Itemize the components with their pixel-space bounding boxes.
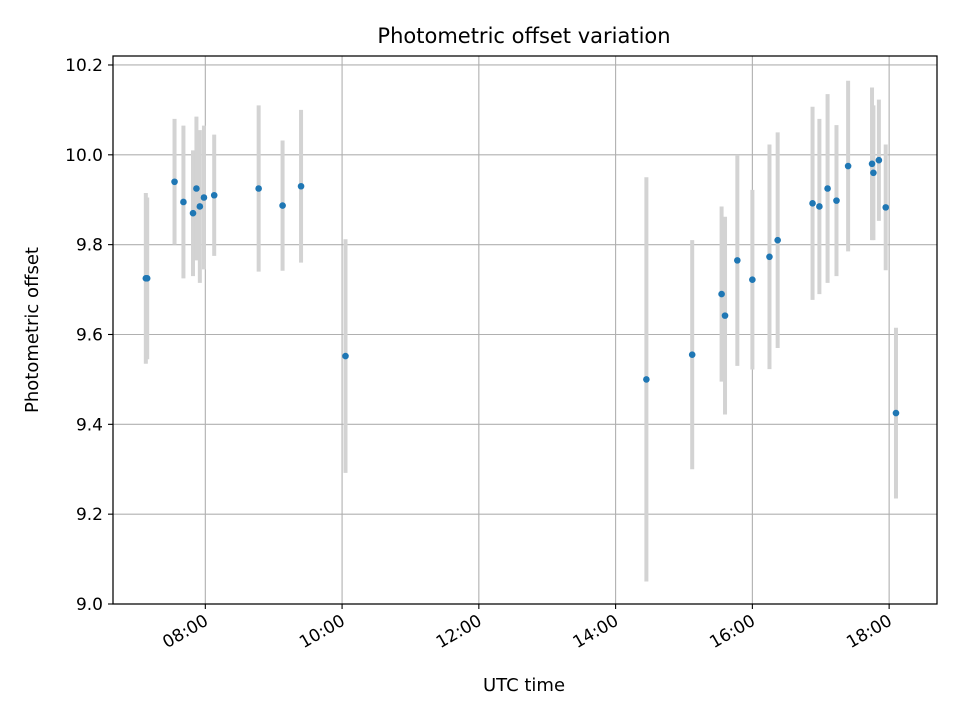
y-tick-label: 9.4 <box>76 415 103 435</box>
data-point <box>210 191 218 199</box>
data-point <box>774 236 781 244</box>
data-point <box>255 185 262 192</box>
data-point <box>279 202 286 209</box>
data-point <box>171 178 178 186</box>
data-point <box>342 352 349 360</box>
data-point <box>870 169 877 177</box>
y-tick-label: 10.0 <box>65 146 103 166</box>
data-point <box>200 194 208 201</box>
data-point <box>824 185 831 192</box>
plot-frame <box>112 55 938 605</box>
data-point <box>721 312 729 319</box>
data-point <box>193 185 200 192</box>
data-point <box>688 351 696 359</box>
data-point <box>189 209 197 217</box>
data-point <box>809 200 816 207</box>
data-point <box>892 409 900 417</box>
data-point <box>734 257 741 264</box>
data-point <box>643 376 650 383</box>
x-axis-label: UTC time <box>483 675 565 696</box>
y-tick-label: 9.6 <box>76 325 103 345</box>
y-tick-label: 9.2 <box>76 505 103 525</box>
grid <box>113 56 937 605</box>
axis-ticks: 08:00 10:00 12:00 14:00 16:00 18:009.09.29.49… <box>65 56 895 653</box>
y-tick-label: 9.8 <box>76 236 103 256</box>
y-tick-label: 10.2 <box>65 56 103 76</box>
data-point <box>875 156 883 164</box>
y-tick-label: 9.0 <box>76 595 103 615</box>
data-point <box>297 182 305 190</box>
data-point <box>844 162 852 170</box>
data-point <box>718 290 725 298</box>
data-point <box>196 203 204 210</box>
data-point <box>816 203 823 210</box>
y-axis-label: Photometric offset <box>22 247 43 413</box>
data-points <box>142 156 900 417</box>
data-point <box>766 253 773 261</box>
data-point <box>180 198 187 206</box>
data-point <box>749 276 756 283</box>
data-point <box>868 160 876 168</box>
data-point <box>882 204 890 211</box>
chart-title: Photometric offset variation <box>377 24 670 48</box>
data-point <box>143 275 151 282</box>
data-point <box>833 197 840 204</box>
